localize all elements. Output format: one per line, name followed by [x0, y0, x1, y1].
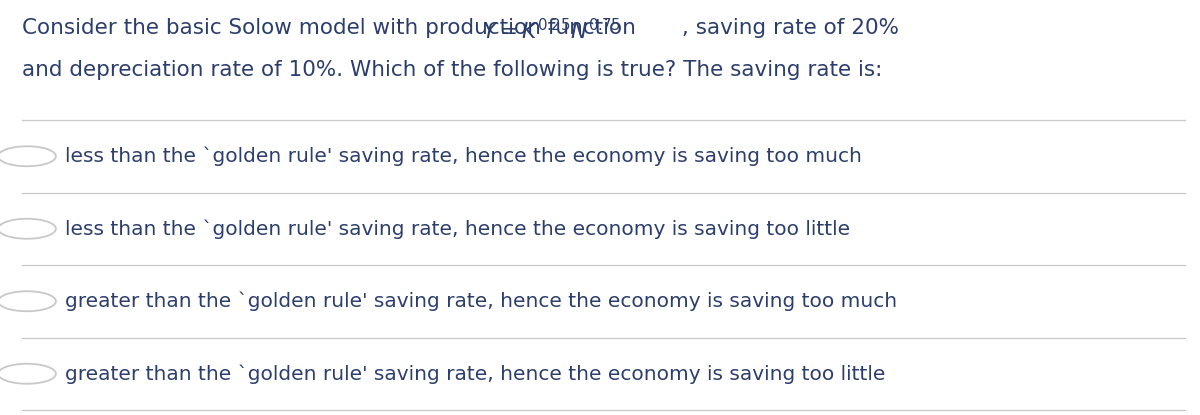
Text: greater than the `golden rule' saving rate, hence the economy is saving too much: greater than the `golden rule' saving ra…	[65, 291, 898, 311]
Text: less than the `golden rule' saving rate, hence the economy is saving too little: less than the `golden rule' saving rate,…	[65, 219, 850, 239]
Text: less than the `golden rule' saving rate, hence the economy is saving too much: less than the `golden rule' saving rate,…	[65, 146, 862, 166]
Text: and depreciation rate of 10%. Which of the following is true? The saving rate is: and depreciation rate of 10%. Which of t…	[22, 60, 882, 80]
Text: Consider the basic Solow model with production function: Consider the basic Solow model with prod…	[22, 18, 643, 38]
Text: , saving rate of 20%: , saving rate of 20%	[682, 18, 899, 38]
Text: $Y = K^{0.25} N^{0.75}$: $Y = K^{0.25} N^{0.75}$	[482, 18, 622, 43]
Text: greater than the `golden rule' saving rate, hence the economy is saving too litt: greater than the `golden rule' saving ra…	[65, 364, 886, 383]
